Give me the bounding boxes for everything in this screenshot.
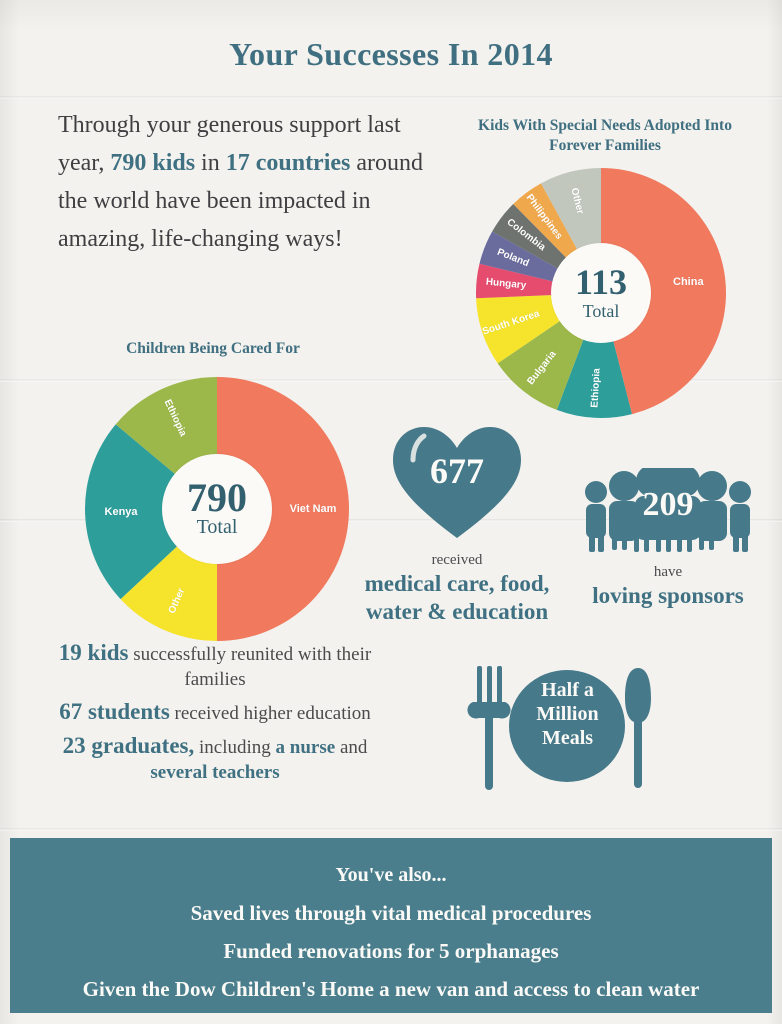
heart-caption-small: received	[431, 552, 483, 568]
adoption-total-label: Total	[582, 301, 620, 321]
graduates-number: 23 graduates,	[62, 733, 195, 758]
graduates-text2: and	[335, 737, 368, 758]
pie-slice-china	[601, 168, 726, 415]
meals-text: Half a Million Meals	[536, 679, 599, 749]
intro-paragraph: Through your generous support last year,…	[58, 106, 440, 258]
cared-donut-center: 790 Total	[162, 454, 272, 564]
page-title: Your Successes In 2014	[229, 36, 553, 72]
intro-highlight-kids: 790 kids	[110, 150, 196, 176]
students-text: received higher education	[169, 703, 371, 724]
pie-label-ethiopia: Ethiopia	[589, 367, 603, 408]
pie-slice-kenya	[84, 424, 217, 600]
people-stat-number: 209	[642, 486, 694, 523]
pie-slice-ethiopia	[556, 293, 632, 418]
fork-tine	[497, 666, 502, 706]
people-icon-wrap: 209	[578, 461, 758, 559]
stat-line-students: 67 students received higher education	[40, 699, 390, 726]
graduates-text: including	[194, 737, 276, 758]
intro-text-part3: around the world have been impacted in a…	[58, 150, 424, 252]
additional-stats-list: 19 kids successfully reunited with their…	[40, 640, 390, 792]
fork-tine	[477, 666, 482, 706]
pie-label-china: China	[673, 276, 704, 289]
adoption-chart-title: Kids With Special Needs Adopted Into For…	[478, 117, 732, 154]
plate-shape	[509, 670, 625, 782]
intro-highlight-countries: 17 countries	[225, 150, 351, 176]
meals-stat: Half a Million Meals	[455, 662, 680, 792]
people-caption-large: loving sponsors	[592, 583, 744, 608]
heart-caption-large: medical care, food, water & education	[364, 571, 550, 624]
sponsors-stat: 209 have loving sponsors	[560, 461, 776, 610]
people-caption-small: have	[653, 564, 683, 580]
adoption-donut-chart: 113 Total China Ethiopia Bulgaria South Kor…	[476, 168, 726, 418]
students-number: 67 students	[59, 699, 170, 724]
heart-icon	[393, 427, 521, 538]
paper-fold-line	[0, 828, 782, 831]
paper-fold-line	[0, 96, 782, 99]
cared-donut-chart: 790 Total Viet Nam Other Kenya Ethiopia	[84, 377, 349, 641]
intro-text-part1: Through your generous support last year,	[58, 112, 401, 176]
graduates-bold-nurse: a nurse	[275, 737, 336, 758]
intro-text-part2: in	[195, 150, 226, 176]
stat-line-reunited: 19 kids successfully reunited with their…	[40, 640, 390, 692]
pie-label-viet-nam: Viet Nam	[289, 503, 337, 515]
cared-total-label: Total	[196, 516, 238, 538]
cared-chart-title: Children Being Cared For	[126, 340, 300, 357]
pie-label-kenya: Kenya	[104, 505, 138, 518]
reunited-number: 19 kids	[58, 640, 129, 665]
footer-band: You've also... Saved lives through vital…	[10, 838, 772, 1013]
heart-stat-number: 677	[430, 451, 484, 491]
stat-line-graduates: 23 graduates, including a nurse and seve…	[40, 733, 390, 785]
adoption-total-value: 113	[574, 262, 627, 302]
pie-slice-viet-nam	[217, 377, 349, 641]
fork-tine	[487, 666, 492, 706]
footer-line-medical: Saved lives through vital medical proced…	[190, 901, 592, 925]
medical-care-stat: 677 received medical care, food, water &…	[352, 424, 562, 626]
place-setting-icon	[467, 666, 651, 790]
heart-icon-wrap: 677	[391, 424, 523, 547]
cared-total-value: 790	[187, 475, 247, 520]
people-crowd-icon	[585, 461, 751, 552]
graduates-bold-teachers: several teachers	[150, 762, 280, 783]
footer-line-intro: You've also...	[335, 864, 447, 886]
footer-line-renovations: Funded renovations for 5 orphanages	[223, 939, 559, 963]
footer-line-van: Given the Dow Children's Home a new van …	[82, 977, 700, 1001]
reunited-text: successfully reunited with their familie…	[128, 644, 372, 690]
adoption-donut-center: 113 Total	[551, 243, 651, 343]
